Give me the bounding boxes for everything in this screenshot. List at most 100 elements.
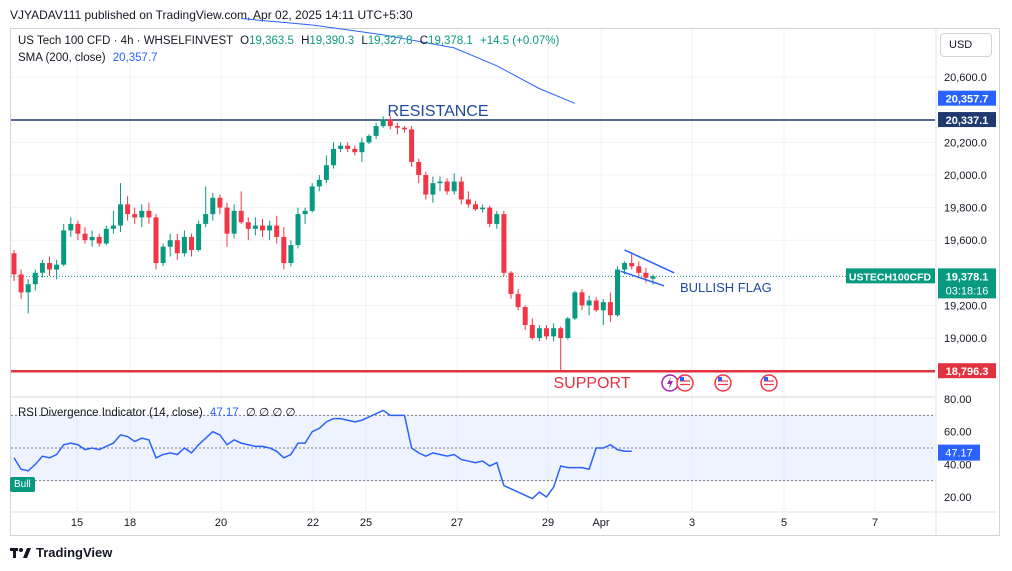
candle-body (68, 223, 74, 231)
candle (473, 201, 478, 211)
candle-body (458, 181, 464, 200)
candle-body (394, 126, 400, 128)
candle-body (522, 307, 528, 325)
publisher-line: VJYADAV111 published on TradingView.com,… (10, 8, 413, 22)
candle-body (615, 269, 620, 316)
candle (118, 183, 123, 233)
price-tick-label: 19,800.0 (944, 203, 987, 215)
rsi-line (13, 409, 632, 500)
chart-frame (10, 28, 1000, 536)
change-value: +14.5 (+0.07%) (480, 35, 560, 47)
open-label: O (240, 35, 250, 47)
time-tick-label: 22 (307, 517, 319, 529)
price-tick-label: 19,200.0 (944, 300, 987, 312)
candle-body (480, 207, 486, 210)
rsi-extras: ∅ ∅ ∅ ∅ (245, 407, 296, 419)
candle (522, 305, 528, 330)
flag-upper-line (624, 249, 675, 274)
last-price-tag (938, 268, 996, 299)
candle (501, 210, 507, 277)
candle (96, 233, 102, 247)
candle-body (643, 272, 649, 278)
main-legend: US Tech 100 CFD · 4h · WHSELFINVEST O19,… (18, 35, 559, 47)
support-price-tag (938, 363, 996, 379)
candle (380, 116, 386, 128)
candle-body (316, 179, 322, 187)
candle (260, 219, 265, 237)
countdown-text: 03:18:16 (946, 285, 989, 297)
candle-body (409, 129, 415, 162)
candle-body (607, 302, 613, 316)
candle (394, 122, 400, 135)
candle-body (323, 165, 329, 180)
symbol-price-tag-text: USTECH100CFD (849, 271, 932, 283)
support-price-tag-text: 18,796.3 (946, 366, 989, 378)
candle (558, 326, 564, 371)
rsi-last-value: 47.17 (945, 448, 973, 460)
candle (487, 205, 493, 228)
sma-value: 20,357.7 (112, 52, 158, 64)
candle (160, 243, 166, 267)
candle-body (331, 148, 336, 166)
candle (39, 259, 45, 278)
candle-body (103, 228, 109, 244)
candle (110, 210, 116, 234)
candle (579, 289, 585, 311)
candle-body (444, 181, 450, 192)
candle-body (260, 225, 265, 231)
high-value: 19,390.3 (309, 35, 355, 47)
bullish-flag-label: BULLISH FLAG (680, 280, 772, 295)
dividend-event-icon (661, 374, 679, 392)
close-value: 19,378.1 (428, 35, 473, 47)
candle (267, 220, 273, 241)
candle (224, 202, 230, 247)
candle (373, 122, 379, 140)
rsi-last-tag (938, 444, 980, 461)
time-tick-label: 25 (360, 517, 372, 529)
candle-body (96, 236, 102, 244)
candle-body (146, 210, 152, 218)
candle (281, 227, 287, 270)
candle-body (18, 274, 24, 293)
candle-body (189, 236, 194, 250)
candle-body (579, 292, 585, 306)
candle-body (352, 148, 358, 153)
candle (196, 220, 202, 252)
currency-button[interactable]: USD (940, 33, 992, 57)
time-tick-label: 15 (71, 517, 83, 529)
candle (402, 126, 407, 133)
candle-body (89, 236, 95, 241)
rsi-tick-label: 20.00 (944, 492, 972, 504)
candle-body (174, 240, 180, 254)
candle (366, 134, 372, 145)
candle-body (416, 161, 422, 175)
candle-body (487, 207, 493, 224)
candle (295, 207, 301, 249)
candle-body (295, 214, 301, 246)
candle-body (465, 199, 471, 205)
candle (529, 318, 535, 340)
candle-body (338, 145, 344, 149)
candle-body (373, 126, 379, 136)
candle (615, 266, 620, 317)
resistance-label: RESISTANCE (387, 103, 488, 120)
rsi-tick-label: 80.00 (944, 394, 972, 406)
candle (210, 192, 216, 221)
candle-body (366, 135, 372, 143)
candle (536, 324, 542, 342)
close-label: C (419, 35, 429, 47)
flag-lower-line (620, 270, 665, 287)
candle-body (501, 214, 507, 273)
time-tick-label: 27 (451, 517, 463, 529)
rsi-legend: RSI Divergence Indicator (14, close) 47.… (18, 405, 296, 419)
bull-label: Bull (10, 477, 35, 492)
grid (11, 29, 998, 534)
candle-body (593, 300, 599, 311)
candle-body (47, 263, 52, 270)
candle-body (217, 197, 223, 208)
candle-body (61, 230, 67, 265)
candle (508, 271, 514, 299)
overlay: BULLISH FLAG (241, 18, 778, 392)
candle-body (274, 225, 280, 237)
